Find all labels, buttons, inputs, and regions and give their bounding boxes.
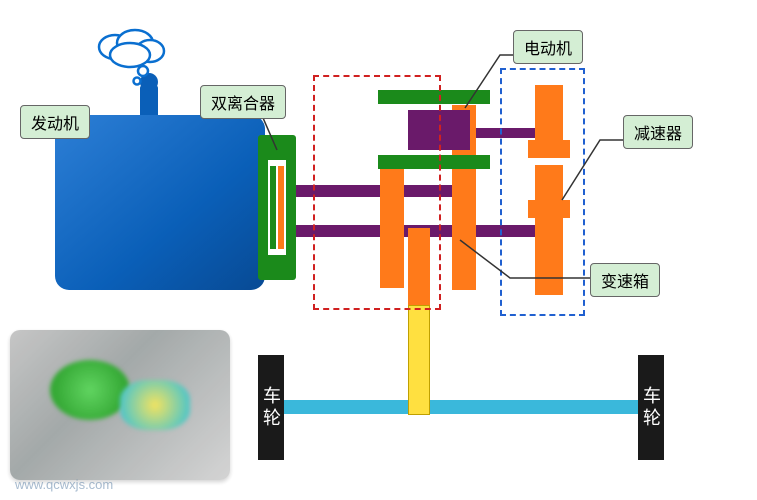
engine-cutaway-image	[10, 330, 230, 480]
label-reducer: 减速器	[623, 115, 693, 149]
dashed-box-reducer	[500, 68, 585, 316]
axle	[258, 400, 664, 414]
wheel-right-label: 车轮	[638, 386, 664, 430]
clutch-disc-a	[270, 166, 276, 249]
thought-cloud-icon	[85, 25, 175, 90]
diagram-canvas: 车轮 车轮	[0, 0, 757, 500]
engine-body	[55, 115, 265, 290]
label-dual-clutch-text: 双离合器	[211, 96, 275, 113]
label-reducer-text: 减速器	[634, 126, 682, 143]
dashed-box-gearbox	[313, 75, 441, 310]
watermark: www.qcwxjs.com	[15, 477, 113, 492]
clutch-disc-b	[278, 166, 284, 249]
label-motor: 电动机	[513, 30, 583, 64]
output-shaft	[408, 305, 430, 415]
wheel-left-label: 车轮	[258, 386, 284, 430]
label-gearbox: 变速箱	[590, 263, 660, 297]
label-engine-text: 发动机	[31, 116, 79, 133]
label-gearbox-text: 变速箱	[601, 274, 649, 291]
wheel-left: 车轮	[258, 355, 284, 460]
label-engine: 发动机	[20, 105, 90, 139]
wheel-right: 车轮	[638, 355, 664, 460]
label-motor-text: 电动机	[524, 41, 572, 58]
label-dual-clutch: 双离合器	[200, 85, 286, 119]
